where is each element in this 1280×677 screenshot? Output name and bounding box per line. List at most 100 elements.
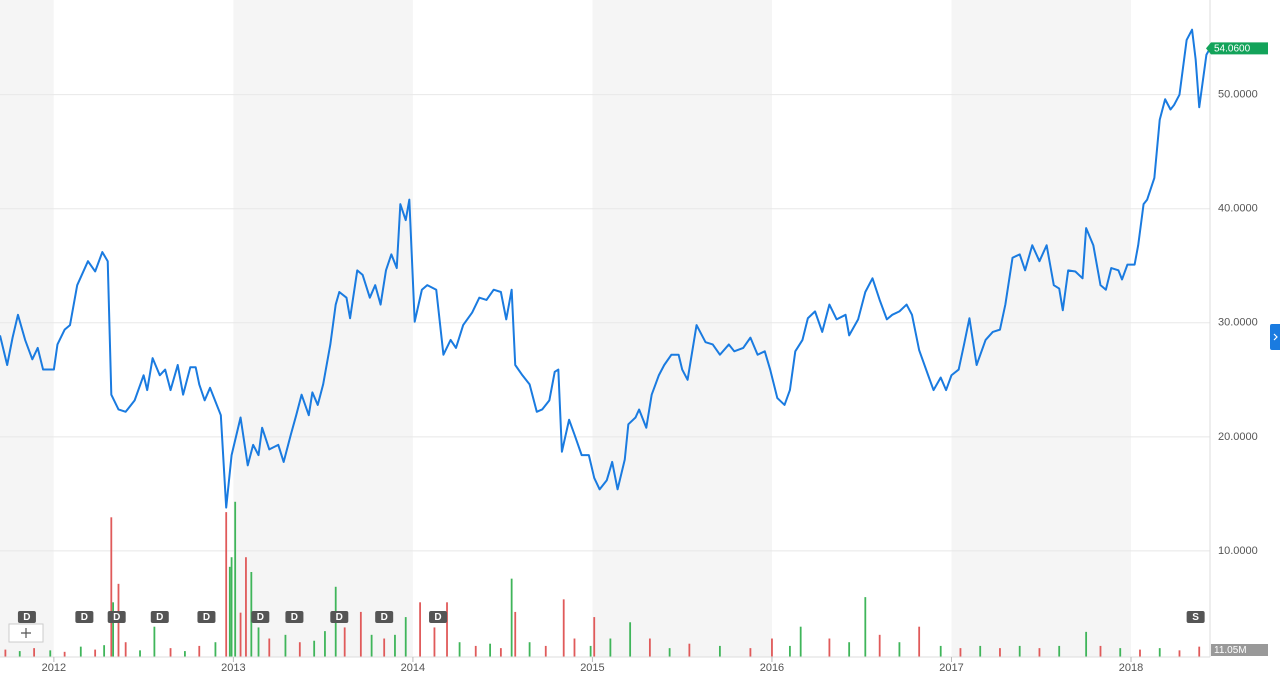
volume-bar <box>474 645 477 657</box>
event-label: D <box>203 612 210 623</box>
volume-bar <box>49 650 52 657</box>
event-marker <box>285 611 304 623</box>
volume-bar <box>225 512 228 657</box>
event-label: D <box>257 612 264 623</box>
event-marker <box>17 611 36 623</box>
volume-bar <box>1158 648 1161 657</box>
year-band <box>592 0 772 657</box>
volume-bar <box>139 650 141 657</box>
volume-bar <box>562 599 565 657</box>
side-tab-box[interactable] <box>1270 324 1280 350</box>
volume-bar <box>489 643 492 657</box>
volume-bar <box>79 646 82 657</box>
volume-bar <box>609 638 612 657</box>
volume-bar <box>718 645 721 657</box>
volume-bar <box>94 649 97 657</box>
event-label: D <box>113 612 120 623</box>
volume-bar <box>1085 631 1088 657</box>
volume-bar <box>668 648 671 657</box>
volume-bar <box>313 640 316 657</box>
price-tag-label: 54.0600 <box>1214 44 1251 55</box>
side-tab-arrow[interactable] <box>1273 333 1278 341</box>
y-tick-label: 10.0000 <box>1218 545 1258 557</box>
year-band <box>0 0 54 657</box>
volume-bar <box>1099 645 1102 657</box>
volume-bar <box>370 634 373 657</box>
x-tick-label: 2014 <box>401 662 425 674</box>
volume-bar <box>749 648 752 657</box>
volume-bar <box>688 643 691 657</box>
volume-bar <box>394 634 396 657</box>
side-tab[interactable] <box>1270 324 1280 350</box>
event-marker <box>197 611 216 623</box>
volume-bar <box>1139 649 1141 657</box>
x-tick-label: 2015 <box>580 662 604 674</box>
event-label: S <box>1192 612 1199 623</box>
year-band <box>53 0 234 657</box>
volume-bar <box>63 651 66 657</box>
volume-bar <box>324 631 326 657</box>
volume-bar <box>573 638 576 657</box>
volume-tag-label: 11.05M <box>1214 645 1247 656</box>
plot <box>0 28 1211 509</box>
volume-bar <box>1058 645 1061 657</box>
volume-bar <box>589 645 592 657</box>
volume-bar <box>828 638 831 657</box>
volume-bar <box>298 642 301 657</box>
volume-tag <box>1211 644 1268 656</box>
volume-bar <box>103 645 106 657</box>
volume-bar <box>799 626 802 657</box>
event-marker <box>75 611 94 623</box>
grid <box>0 94 1210 552</box>
year-band <box>771 0 952 657</box>
volume-bar <box>112 602 115 657</box>
event-marker <box>107 611 126 623</box>
volume-bar <box>499 648 502 657</box>
volume-bar <box>544 645 547 657</box>
y-tick-label: 30.0000 <box>1218 317 1258 329</box>
volume-bar <box>510 578 513 657</box>
volume-bar <box>383 638 386 657</box>
volume-bar <box>446 602 448 657</box>
x-tick-label: 2018 <box>1119 662 1143 674</box>
volume-bar <box>593 617 596 657</box>
volume-bar <box>848 642 851 657</box>
volume-bar <box>1198 646 1201 657</box>
volume-bar <box>284 634 287 657</box>
event-label: D <box>434 612 441 623</box>
volume-bar <box>245 557 247 657</box>
volume-bar <box>214 642 217 657</box>
event-label: D <box>291 612 298 623</box>
plus-icon[interactable] <box>21 628 31 638</box>
volume-bar <box>771 638 773 657</box>
volume-bar <box>4 649 7 657</box>
volume-bar <box>898 642 901 657</box>
year-band <box>412 0 593 657</box>
y-tick-label: 20.0000 <box>1218 431 1258 443</box>
axes: 10.0000 20.0000 30.0000 40.0000 50.0000 2012 2… <box>42 42 1268 674</box>
event-label: D <box>81 612 88 623</box>
price-tag <box>1206 42 1268 55</box>
event-marker <box>150 611 169 623</box>
event-marker <box>1186 611 1205 623</box>
volume-bar <box>789 645 791 657</box>
price-line <box>0 28 1211 509</box>
volume-bar <box>458 642 461 657</box>
volume-bar <box>648 638 651 657</box>
volume-bar <box>239 612 242 657</box>
event-marker <box>429 611 448 623</box>
add-button[interactable] <box>8 623 44 643</box>
x-tick-label: 2016 <box>760 662 784 674</box>
y-tick-label: 50.0000 <box>1218 89 1258 101</box>
volume-bar <box>999 648 1001 657</box>
volume-bar <box>198 645 201 657</box>
volume-bar <box>419 602 421 657</box>
volume-bar <box>939 645 942 657</box>
volume-bar <box>514 611 517 657</box>
volume-bar <box>184 651 186 657</box>
volume-bar <box>33 648 36 657</box>
volume-bar <box>979 645 982 657</box>
volume-bar <box>257 627 260 657</box>
